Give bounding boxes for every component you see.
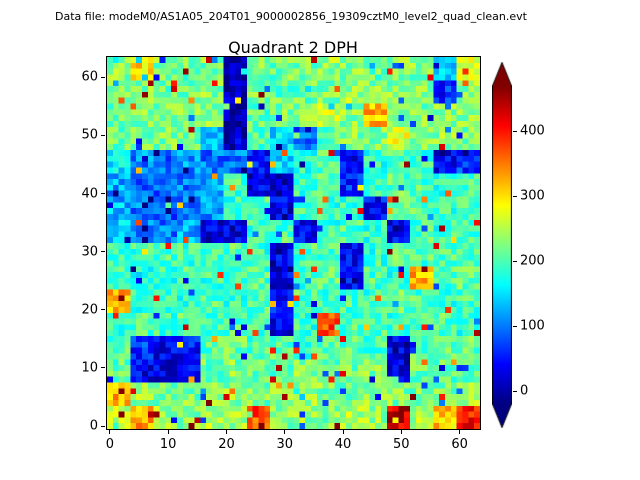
x-tick-label: 20 <box>218 437 235 452</box>
y-tick-label: 50 <box>81 127 98 143</box>
x-tick-mark <box>225 430 227 434</box>
colorbar-tick-mark <box>513 390 517 392</box>
colorbar-tick-label: 400 <box>520 123 545 139</box>
y-tick-label: 0 <box>89 418 98 434</box>
x-tick-label: 0 <box>105 437 115 452</box>
x-tick-mark <box>167 430 169 434</box>
colorbar-tick-mark <box>513 260 517 262</box>
colorbar-tick-mark <box>513 195 517 197</box>
colorbar <box>492 62 512 428</box>
colorbar-tick-label: 100 <box>520 318 545 334</box>
x-tick-label: 50 <box>393 437 410 452</box>
y-tick-label: 40 <box>81 186 98 202</box>
x-tick-mark <box>459 430 461 434</box>
x-tick-label: 60 <box>451 437 468 452</box>
x-tick-mark <box>284 430 286 434</box>
y-tick-label: 30 <box>81 244 98 260</box>
x-tick-label: 10 <box>159 437 177 452</box>
y-tick-mark <box>101 134 105 136</box>
plot-area <box>106 56 481 430</box>
colorbar-tick-label: 0 <box>520 383 529 399</box>
x-tick-mark <box>342 430 344 434</box>
y-tick-mark <box>101 309 105 311</box>
colorbar-tick-mark <box>513 130 517 132</box>
datafile-label: Data file: modeM0/AS1A05_204T01_90000028… <box>55 10 527 23</box>
x-tick-mark <box>109 430 111 434</box>
x-tick-mark <box>400 430 402 434</box>
colorbar-tick-label: 300 <box>520 188 545 204</box>
heatmap-canvas <box>107 57 480 429</box>
chart-title: Quadrant 2 DPH <box>228 38 358 57</box>
y-tick-mark <box>101 193 105 195</box>
colorbar-tick-label: 200 <box>520 253 545 269</box>
x-tick-label: 40 <box>334 437 352 452</box>
y-tick-mark <box>101 367 105 369</box>
y-tick-mark <box>101 425 105 427</box>
y-tick-label: 60 <box>81 69 98 85</box>
y-tick-mark <box>101 251 105 253</box>
y-tick-mark <box>101 76 105 78</box>
y-tick-label: 20 <box>81 302 98 318</box>
colorbar-tick-mark <box>513 325 517 327</box>
y-tick-label: 10 <box>81 360 98 376</box>
x-tick-label: 30 <box>276 437 294 452</box>
